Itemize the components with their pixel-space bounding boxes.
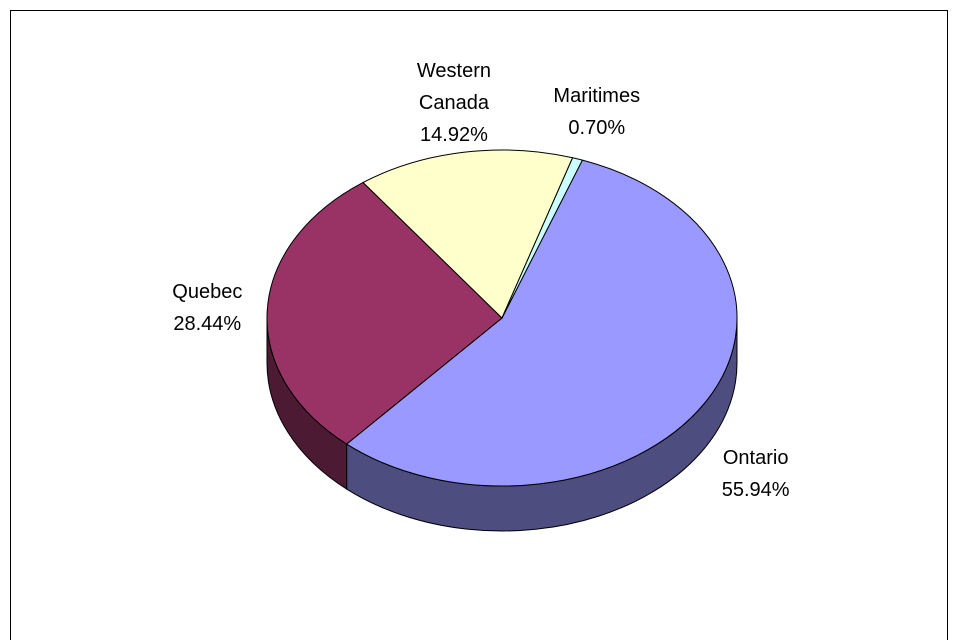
slice — [501, 157, 584, 319]
slice — [266, 181, 503, 445]
slice — [345, 159, 738, 487]
chart-frame — [10, 10, 948, 640]
data-label: Quebec 28.44% — [147, 276, 267, 340]
value-label: 55.94% — [721, 479, 790, 502]
value-label: 0.70% — [568, 116, 626, 139]
data-label: Ontario 55.94% — [696, 442, 816, 506]
category-label: Ontario — [722, 447, 789, 470]
data-label: Western Canada 14.92% — [394, 55, 514, 151]
value-label: 28.44% — [173, 313, 242, 336]
category-label: Quebec — [172, 281, 243, 304]
value-label: 14.92% — [420, 123, 488, 146]
data-label: Maritimes 0.70% — [537, 80, 657, 144]
category-label: Maritimes — [553, 84, 641, 107]
category-label: Western Canada — [416, 59, 491, 114]
